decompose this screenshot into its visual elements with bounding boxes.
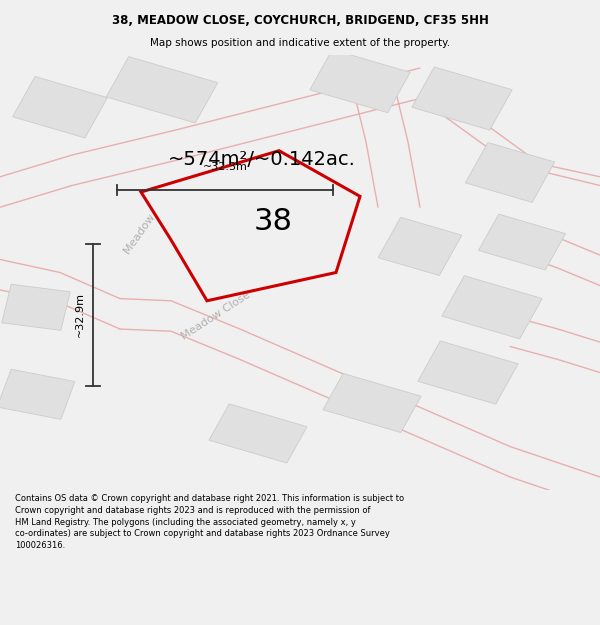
- Text: ~32.9m: ~32.9m: [75, 292, 85, 338]
- Text: Contains OS data © Crown copyright and database right 2021. This information is : Contains OS data © Crown copyright and d…: [15, 494, 404, 550]
- Polygon shape: [442, 276, 542, 339]
- Polygon shape: [2, 284, 70, 331]
- Polygon shape: [378, 217, 462, 276]
- Text: ~574m²/~0.142ac.: ~574m²/~0.142ac.: [168, 150, 356, 169]
- Text: Meadow Close: Meadow Close: [179, 290, 253, 342]
- Polygon shape: [106, 57, 218, 123]
- Polygon shape: [209, 404, 307, 463]
- Text: 38: 38: [254, 206, 293, 236]
- Polygon shape: [0, 369, 75, 419]
- Text: 38, MEADOW CLOSE, COYCHURCH, BRIDGEND, CF35 5HH: 38, MEADOW CLOSE, COYCHURCH, BRIDGEND, C…: [112, 14, 488, 27]
- Polygon shape: [466, 142, 554, 202]
- Polygon shape: [418, 341, 518, 404]
- Polygon shape: [479, 214, 565, 270]
- Polygon shape: [190, 194, 314, 260]
- Polygon shape: [310, 49, 410, 112]
- Polygon shape: [13, 76, 107, 138]
- Polygon shape: [141, 151, 360, 301]
- Polygon shape: [323, 374, 421, 432]
- Text: Map shows position and indicative extent of the property.: Map shows position and indicative extent…: [150, 39, 450, 49]
- Text: ~32.3m: ~32.3m: [203, 162, 247, 172]
- Text: Meadow Close: Meadow Close: [123, 184, 177, 256]
- Polygon shape: [412, 67, 512, 130]
